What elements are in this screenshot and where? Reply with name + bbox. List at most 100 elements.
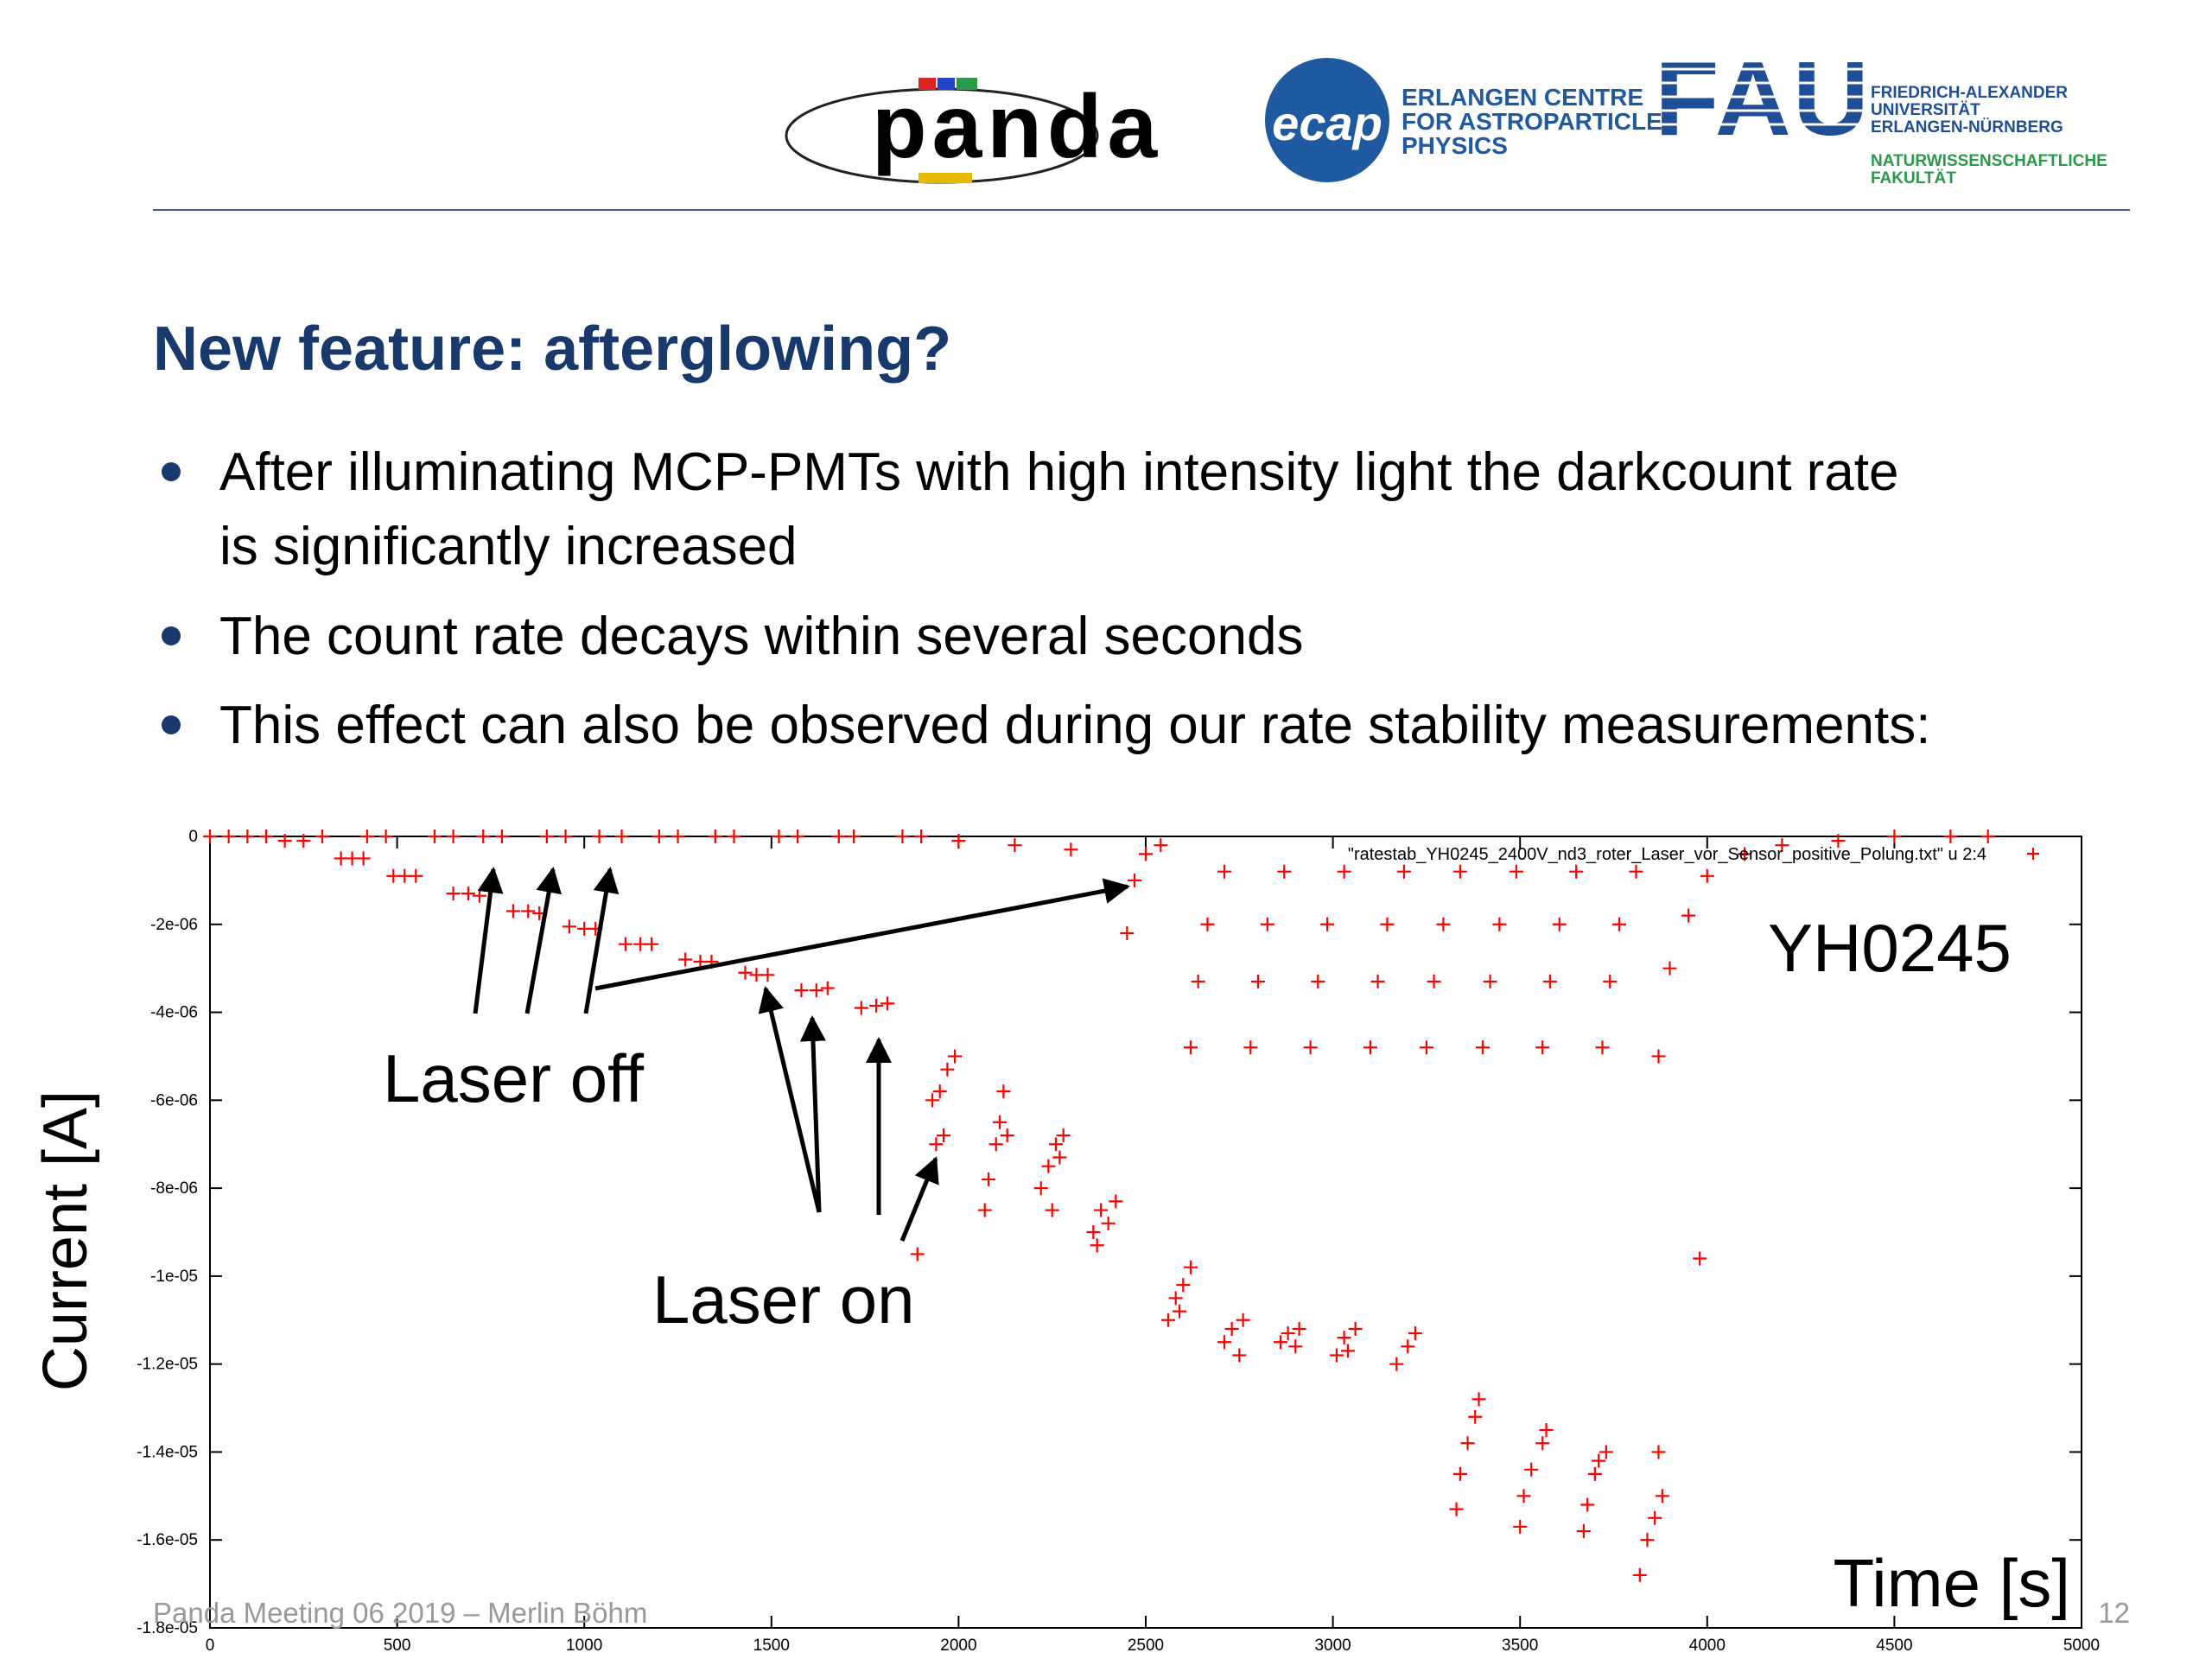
- bullet-text: The count rate decays within several sec…: [219, 607, 1303, 666]
- data-point: [1232, 1348, 1247, 1363]
- data-point: [1738, 847, 1752, 861]
- data-point: [1200, 917, 1215, 931]
- data-point: [1483, 974, 1497, 988]
- data-point: [356, 851, 371, 866]
- data-point: [1281, 1326, 1295, 1341]
- data-point: [1580, 1497, 1595, 1512]
- data-point: [1460, 1436, 1475, 1451]
- x-tick-label: 0: [206, 1637, 215, 1655]
- data-point: [1887, 830, 1902, 843]
- data-point: [472, 888, 486, 903]
- x-tick-label: 4000: [1689, 1637, 1726, 1655]
- data-point: [1120, 925, 1135, 940]
- data-point: [1236, 1313, 1250, 1327]
- data-point: [1389, 1357, 1404, 1371]
- data-point: [1109, 1194, 1123, 1209]
- data-point: [1090, 1238, 1104, 1253]
- data-point: [1337, 864, 1351, 879]
- slide-title: New feature: afterglowing?: [153, 315, 951, 384]
- ecap-line: FOR ASTROPARTICLE: [1402, 108, 1662, 135]
- data-point: [1468, 1409, 1483, 1424]
- bullet-dot: [162, 715, 181, 734]
- data-point: [1436, 917, 1451, 931]
- data-point: [1419, 1040, 1433, 1055]
- data-point: [1513, 1519, 1528, 1534]
- data-point: [1651, 1049, 1666, 1064]
- data-point: [592, 830, 607, 843]
- data-point: [240, 830, 255, 843]
- data-point: [446, 887, 461, 901]
- data-point: [1980, 830, 1995, 843]
- faculty-line: NATURWISSENSCHAFTLICHE: [1871, 152, 2107, 170]
- y-tick-label: 0: [188, 828, 198, 846]
- data-point: [1632, 1567, 1647, 1582]
- data-point: [937, 1128, 951, 1143]
- data-point: [562, 919, 576, 934]
- data-point: [1775, 838, 1789, 853]
- data-point: [940, 1062, 955, 1077]
- y-tick-label: -1.4e-05: [137, 1443, 198, 1461]
- data-point: [645, 937, 659, 951]
- bullet-dot: [162, 462, 181, 481]
- legend-label: "ratestab_YH0245_2400V_nd3_roter_Laser_v…: [1348, 845, 1986, 864]
- data-point: [791, 830, 805, 843]
- data-point: [1250, 974, 1265, 988]
- data-point: [1337, 1331, 1351, 1345]
- annotation: YH0245: [1768, 910, 2012, 986]
- fau-line: UNIVERSITÄT: [1871, 101, 1980, 119]
- x-tick-label: 2000: [940, 1637, 976, 1655]
- data-point: [1277, 864, 1292, 879]
- x-tick-label: 500: [384, 1637, 411, 1655]
- data-point: [378, 830, 393, 843]
- y-tick-label: -8e-06: [150, 1179, 198, 1198]
- data-point: [505, 904, 520, 918]
- data-point: [1492, 917, 1507, 931]
- data-point: [1595, 1040, 1610, 1055]
- bullet-text: This effect can also be observed during …: [219, 696, 1930, 755]
- data-point: [1831, 834, 1846, 849]
- x-tick-label: 3500: [1502, 1637, 1538, 1655]
- data-point: [1086, 1225, 1101, 1239]
- bullet-text: After illuminating MCP-PMTs with high in…: [219, 442, 1899, 502]
- data-point: [1217, 864, 1231, 879]
- data-point: [1452, 864, 1467, 879]
- data-point: [914, 830, 929, 843]
- data-point: [1655, 1489, 1669, 1503]
- data-point: [1370, 974, 1385, 988]
- data-point: [1340, 1344, 1355, 1358]
- chart: -1.8e-05 -1.6e-05 -1.4e-05 -1.2e-05 -1e-05 -8…: [137, 828, 2100, 1655]
- x-tick-label: 1000: [566, 1637, 602, 1655]
- data-point: [1592, 1453, 1606, 1468]
- data-point: [315, 830, 329, 843]
- data-point: [869, 998, 884, 1013]
- data-point: [1172, 1304, 1186, 1319]
- data-point: [558, 830, 573, 843]
- data-point: [1449, 1502, 1464, 1516]
- data-point: [1224, 1321, 1239, 1336]
- data-point: [809, 983, 823, 998]
- data-point: [1662, 961, 1677, 976]
- data-point: [1094, 1203, 1109, 1217]
- y-tick-label: -1.6e-05: [137, 1531, 198, 1549]
- data-point: [1273, 1335, 1287, 1350]
- data-point: [1128, 873, 1141, 887]
- data-point: [1303, 1040, 1318, 1055]
- faculty-line: FAKULTÄT: [1871, 169, 1956, 188]
- panda-logo: panda: [785, 77, 1157, 184]
- data-point: [929, 1137, 944, 1152]
- data-point: [1629, 864, 1643, 879]
- data-point: [1000, 1128, 1014, 1143]
- data-point: [1288, 1339, 1303, 1354]
- data-point: [1041, 1159, 1056, 1173]
- data-point: [409, 868, 423, 883]
- fau-line: ERLANGEN-NÜRNBERG: [1871, 118, 2063, 137]
- y-tick-label: -6e-06: [150, 1091, 198, 1109]
- data-point: [1612, 917, 1626, 931]
- data-point: [671, 830, 685, 843]
- page-number: 12: [2098, 1597, 2130, 1629]
- data-point: [738, 965, 753, 980]
- data-point: [1599, 1445, 1613, 1459]
- data-point: [1681, 908, 1696, 923]
- y-tick-label: -1e-05: [150, 1268, 198, 1286]
